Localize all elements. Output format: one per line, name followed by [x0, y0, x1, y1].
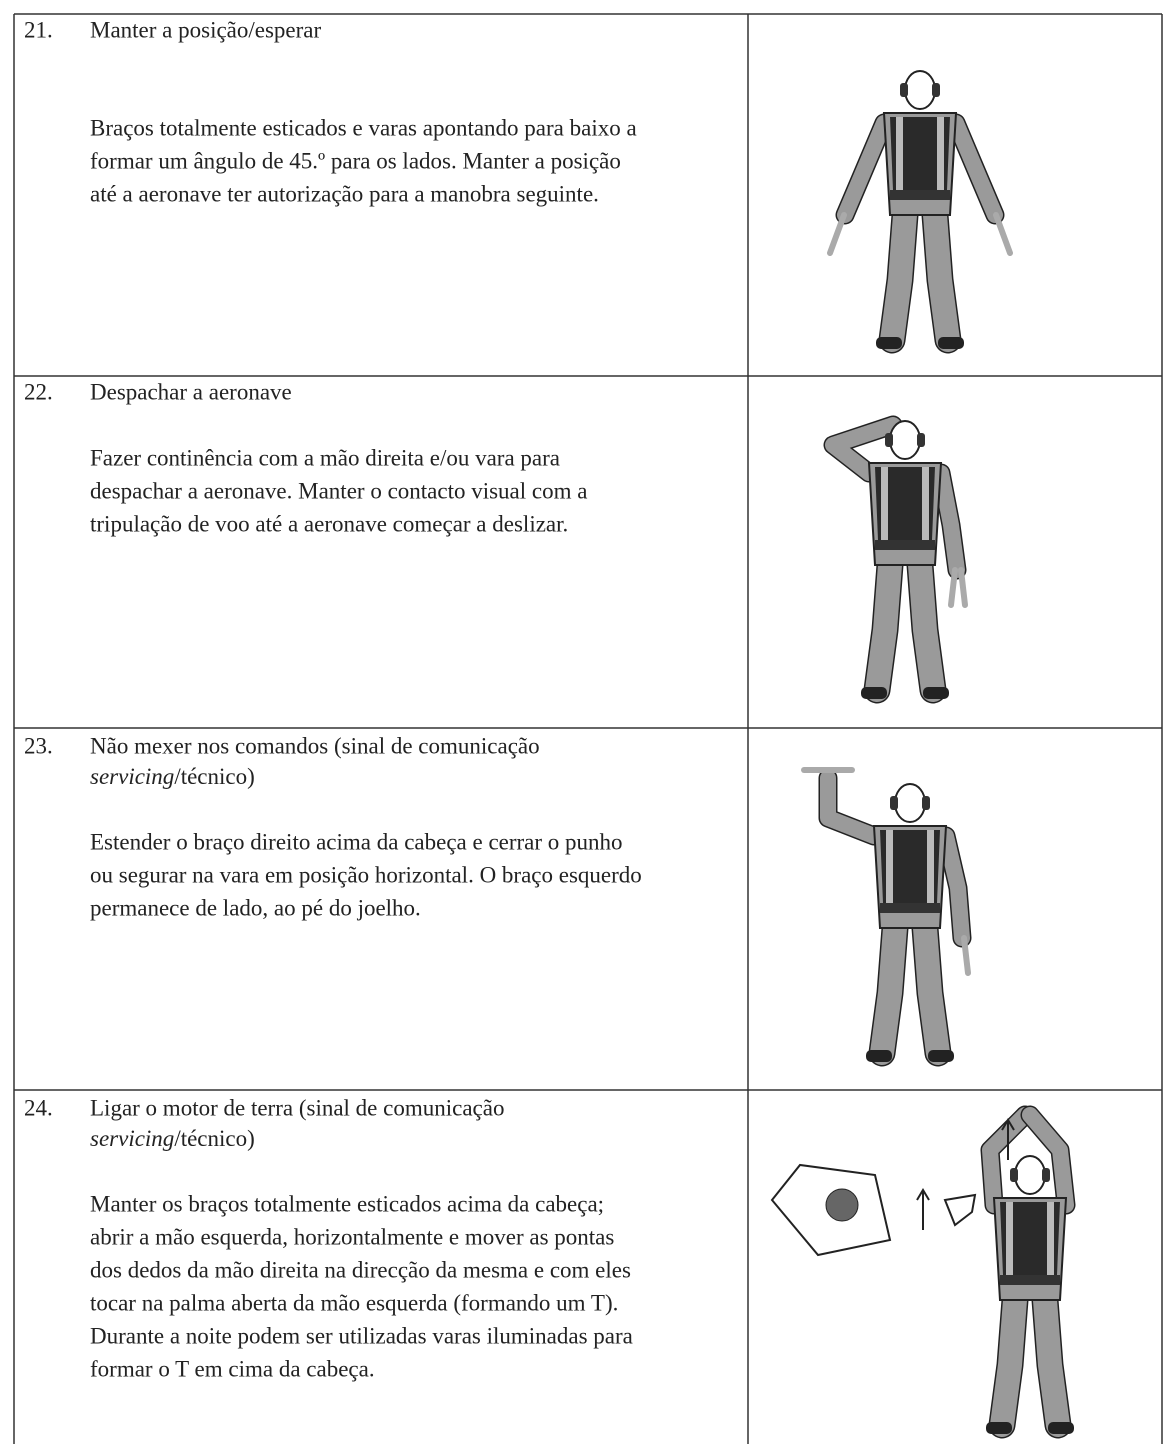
limb: [837, 115, 892, 223]
shoe: [986, 1422, 1012, 1434]
table-borders: [13, 13, 1163, 1444]
description-line: despachar a aeronave. Manter o contacto …: [90, 478, 587, 503]
description-line: dos dedos da mão direita na direcção da …: [90, 1257, 631, 1282]
limb: [1033, 1288, 1070, 1437]
limb: [908, 553, 945, 702]
row-title-line: servicing/técnico): [90, 1126, 255, 1151]
limb: [948, 115, 1003, 223]
row-title: Ligar o motor de terra (sinal de comunic…: [90, 1095, 504, 1120]
head: [1014, 1155, 1046, 1195]
description-line: até a aeronave ter autorização para a ma…: [90, 181, 599, 206]
title-rest: /técnico): [174, 1126, 254, 1151]
stripe: [937, 117, 944, 190]
shoe: [861, 687, 887, 699]
vest: [1000, 1202, 1060, 1275]
limb: [990, 1288, 1027, 1437]
description-line: formar o T em cima da cabeça.: [90, 1356, 375, 1381]
description-line: formar um ângulo de 45.º para os lados. …: [90, 148, 621, 173]
italic-term: servicing: [90, 1126, 174, 1151]
ear-muff: [932, 83, 940, 97]
ear-muff: [885, 433, 893, 447]
stripe: [896, 117, 903, 190]
belt: [875, 540, 935, 550]
limb: [865, 553, 902, 702]
description-line: tripulação de voo até a aeronave começar…: [90, 511, 568, 536]
vest: [880, 830, 940, 903]
ear-muff: [917, 433, 925, 447]
limb: [820, 770, 882, 844]
wand: [961, 935, 971, 976]
row-number: 21.: [24, 17, 53, 42]
shoe: [1048, 1422, 1074, 1434]
head: [889, 420, 921, 460]
limb: [913, 916, 950, 1065]
shoe: [866, 1050, 892, 1062]
head: [904, 70, 936, 110]
row-title-line: servicing/técnico): [90, 764, 255, 789]
shoe: [928, 1050, 954, 1062]
ear-muff: [922, 796, 930, 810]
description-line: Fazer continência com a mão direita e/ou…: [90, 445, 560, 470]
description-line: tocar na palma aberta da mão esquerda (f…: [90, 1290, 618, 1315]
ear-muff: [1042, 1168, 1050, 1182]
stripe: [1047, 1202, 1054, 1275]
shoe: [923, 687, 949, 699]
row-number: 24.: [24, 1095, 53, 1120]
arrow: [916, 1188, 930, 1230]
row-title: Não mexer nos comandos (sinal de comunic…: [90, 733, 540, 758]
limb: [825, 417, 901, 481]
stripe: [1006, 1202, 1013, 1275]
limb: [870, 916, 907, 1065]
row-number: 22.: [24, 379, 53, 404]
limb: [1022, 1107, 1074, 1213]
limb: [982, 1107, 1033, 1213]
limb: [880, 203, 917, 352]
limb: [923, 203, 960, 352]
belt: [890, 190, 950, 200]
description-line: Manter os braços totalmente esticados ac…: [90, 1191, 604, 1216]
ear-muff: [900, 83, 908, 97]
illustrations: [770, 70, 1076, 1439]
shoe: [938, 337, 964, 349]
description-line: ou segurar na vara em posição horizontal…: [90, 862, 642, 887]
hand: [943, 1193, 977, 1227]
vest: [890, 117, 950, 190]
ear-muff: [1010, 1168, 1018, 1182]
limb: [933, 465, 965, 578]
ear-muff: [890, 796, 898, 810]
stripe: [927, 830, 934, 903]
head: [894, 783, 926, 823]
description-line: Braços totalmente esticados e varas apon…: [90, 115, 637, 140]
arrow: [1001, 1118, 1015, 1160]
row-number: 23.: [24, 733, 53, 758]
wand: [958, 567, 968, 608]
description-line: abrir a mão esquerda, horizontalmente e …: [90, 1224, 614, 1249]
stripe: [886, 830, 893, 903]
description-line: permanece de lado, ao pé do joelho.: [90, 895, 421, 920]
belt: [1000, 1275, 1060, 1285]
italic-term: servicing: [90, 764, 174, 789]
row-title: Manter a posição/esperar: [90, 17, 322, 42]
table-text: 21. Manter a posição/esperar Braços totalm…: [24, 17, 642, 1381]
belt: [880, 903, 940, 913]
pilot-head: [825, 1188, 859, 1222]
vest: [875, 467, 935, 540]
description-line: Durante a noite podem ser utilizadas var…: [90, 1323, 633, 1348]
wand: [827, 212, 847, 256]
wand: [948, 567, 958, 608]
stripe: [881, 467, 888, 540]
row-title: Despachar a aeronave: [90, 379, 292, 404]
limb: [938, 828, 970, 946]
description-line: Estender o braço direito acima da cabeça…: [90, 829, 623, 854]
stripe: [922, 467, 929, 540]
wand: [993, 212, 1013, 256]
title-rest: /técnico): [174, 764, 254, 789]
shoe: [876, 337, 902, 349]
